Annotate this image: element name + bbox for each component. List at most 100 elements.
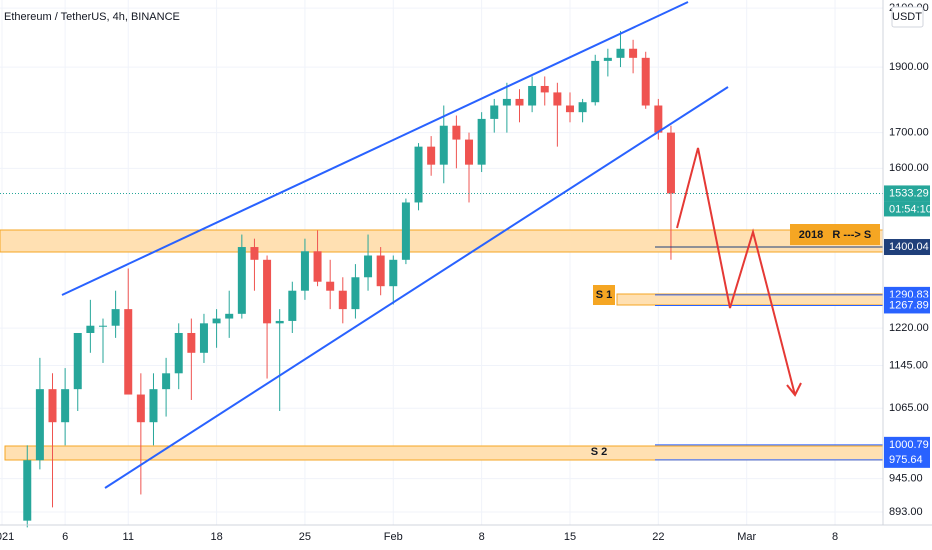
x-tick-label: 6	[62, 531, 68, 543]
candle-body	[162, 373, 171, 390]
candle-body	[414, 146, 423, 203]
currency-box[interactable]	[891, 6, 924, 28]
candle-body	[528, 85, 537, 106]
candle-body	[73, 332, 82, 390]
resistance-label: 2018 R ---> S	[799, 229, 871, 241]
candle-body	[199, 323, 208, 353]
candle-body	[111, 309, 120, 326]
candle-body	[288, 290, 297, 321]
x-tick-label: 8	[832, 531, 838, 543]
s1-label-box	[593, 285, 615, 305]
candle-body	[616, 48, 625, 58]
candle-body	[540, 85, 549, 93]
s1-label: S 1	[596, 289, 613, 301]
candle-body	[313, 251, 322, 282]
x-tick-label: 11	[123, 531, 134, 543]
candle-body	[553, 92, 562, 106]
x-tick-label: 22	[652, 531, 664, 543]
price-tag-box	[884, 185, 930, 202]
candle-body	[35, 389, 44, 461]
candle-body	[275, 320, 284, 324]
currency: USDT	[892, 11, 922, 23]
candle-body	[515, 98, 524, 106]
candle-body	[338, 290, 347, 310]
countdown-box	[884, 201, 930, 217]
x-tick-label: Mar	[737, 531, 756, 543]
price-tag-box	[884, 436, 930, 453]
price-tag: 1000.79	[889, 439, 929, 451]
lower-channel	[104, 86, 729, 489]
candle-body	[427, 146, 436, 165]
candle-body	[212, 318, 221, 324]
candle-body	[401, 202, 410, 260]
projection-arrowhead	[786, 382, 802, 397]
candle-body	[465, 139, 474, 165]
candle-body	[187, 332, 196, 353]
y-tick-label: 1600.00	[889, 162, 929, 174]
projection-path	[676, 147, 796, 396]
candles	[23, 30, 675, 528]
candle-body	[250, 247, 259, 260]
y-tick-label: 1220.00	[889, 322, 929, 334]
y-tick-label: 893.00	[889, 506, 923, 518]
candle-body	[149, 389, 158, 423]
candle-body	[477, 118, 486, 165]
y-tick-label: 945.00	[889, 473, 923, 485]
candle-body	[502, 98, 511, 106]
s2-zone	[4, 445, 884, 461]
candle-body	[591, 60, 600, 103]
x-tick-label: 8	[479, 531, 485, 543]
candle-body	[439, 125, 448, 165]
candle-body	[326, 281, 335, 291]
price-tag-box	[884, 451, 930, 468]
candle-body	[578, 102, 587, 113]
candle-body	[48, 389, 57, 423]
candle-body	[629, 48, 638, 58]
candle-body	[174, 332, 183, 374]
candle-body	[23, 460, 32, 521]
candle-body	[666, 132, 675, 194]
price-tag: 1267.89	[889, 299, 929, 311]
candle-body	[351, 277, 360, 310]
candle-body	[136, 394, 145, 423]
candle-body	[490, 105, 499, 119]
candle-body	[237, 247, 246, 314]
candle-body	[225, 313, 234, 319]
candle-body	[86, 325, 95, 333]
y-tick-label: 1145.00	[889, 359, 928, 371]
candle-body	[364, 255, 373, 278]
candle-body	[263, 259, 272, 324]
price-tag-box	[884, 297, 930, 314]
chart-title: Ethereum / TetherUS, 4h, BINANCE	[4, 11, 180, 23]
price-tag: 1533.29	[889, 187, 929, 199]
price-tag: 975.64	[889, 454, 923, 466]
candle-body	[61, 389, 70, 423]
s1-zone	[616, 293, 884, 306]
price-tag: 1400.04	[889, 241, 929, 253]
x-tick-label: 25	[299, 531, 311, 543]
candle-body	[654, 105, 663, 133]
x-tick-label: 2021	[0, 531, 14, 543]
candle-body	[376, 255, 385, 287]
candle-body	[124, 309, 133, 395]
y-tick-label: 1065.00	[889, 402, 929, 414]
candle-body	[98, 325, 107, 327]
x-tick-label: 15	[564, 531, 576, 543]
candle-body	[452, 125, 461, 140]
resistance-label-box	[790, 224, 880, 245]
candle-body	[389, 259, 398, 287]
price-tag-box	[884, 239, 930, 256]
candle-body	[641, 57, 650, 106]
candle-body	[300, 251, 309, 291]
s2-label: S 2	[591, 446, 608, 458]
countdown: 01:54:10	[889, 203, 932, 215]
x-tick-label: 18	[210, 531, 222, 543]
y-tick-label: 1700.00	[889, 127, 929, 139]
upper-channel	[61, 1, 689, 296]
x-tick-label: Feb	[384, 531, 403, 543]
candle-body	[603, 57, 612, 61]
candle-body	[565, 105, 574, 113]
